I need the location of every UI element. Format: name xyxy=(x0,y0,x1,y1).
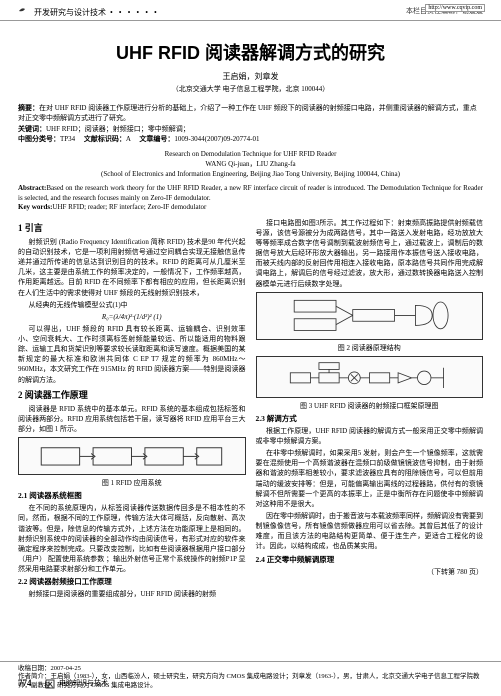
sec1-p3: 可以得出，UHF 频段的 RFID 具有较长距离、运输耦合、识别效率小、空间衰耗… xyxy=(18,324,246,385)
sec2-p1: 阅读器是 RFID 系统中的基本单元。RFID 系统的基本组成包括标签和阅读器两… xyxy=(18,404,246,434)
sub22-p1: 射频接口是阅读器的重要组成部分，UHF RFID 阅读器的射频 xyxy=(18,589,246,599)
received-date: 收稿日期：2007-04-25 xyxy=(18,665,483,673)
logo-icon xyxy=(44,678,56,690)
abstract-chinese: 摘要：在对 UHF RFID 阅读器工作原理进行分析的基础上，介绍了一种工作在 … xyxy=(0,100,501,150)
sec1-title: 1 引言 xyxy=(18,222,246,235)
kw-label: 关键词： xyxy=(18,125,46,133)
sub23-p3: 因在零中频解调时，由于搬音波与本载波频率同样，频解调没有需要到制镜像像信号，所有… xyxy=(256,511,484,552)
sec2-title: 2 阅读器工作原理 xyxy=(18,389,246,402)
page-footer: 收稿日期：2007-04-25 作者简介：王启娟（1983-），女，山西临汾人，… xyxy=(0,661,501,696)
journal-name: 电脑知识与技术 xyxy=(59,679,108,688)
fig1-caption: 图 1 RFID 应用系统 xyxy=(18,478,246,488)
page-number: 774 xyxy=(18,678,32,690)
fig2-svg xyxy=(268,297,471,334)
body-columns: 1 引言 射频识别 (Radio Frequency Identificatio… xyxy=(0,218,501,602)
sec1-p1: 射频识别 (Radio Frequency Identification 简称 … xyxy=(18,237,246,298)
affiliation: （北京交通大学 电子信息工程学院，北京 100044） xyxy=(0,84,501,94)
english-block: Research on Demodulation Technique for U… xyxy=(0,150,501,184)
sec1-p2: 从经典的无线传输模型公式(1)中 xyxy=(18,300,246,310)
doc-label: 文献标识码： xyxy=(84,135,126,143)
leaf-icon xyxy=(18,6,30,18)
sub23-title: 2.3 解调方式 xyxy=(256,414,484,425)
fig1-svg xyxy=(30,442,233,471)
abs-en-text: Based on the research work theory for th… xyxy=(18,184,483,201)
continued-note: （下转第 780 页） xyxy=(256,567,484,577)
abstract-english: Abstract:Based on the research work theo… xyxy=(0,184,501,217)
url-badge: http://www.cqvip.com xyxy=(425,4,485,12)
journal-logo: 电脑知识与技术 xyxy=(44,678,108,690)
figure-3 xyxy=(256,356,484,398)
clc-label: 中图分类号： xyxy=(18,135,60,143)
english-title: Research on Demodulation Technique for U… xyxy=(18,150,483,159)
abs-text: 在对 UHF RFID 阅读器工作原理进行分析的基础上，介绍了一种工作在 UHF… xyxy=(18,104,477,122)
header-dots: • • • • • • xyxy=(110,8,159,17)
sub24-title: 2.4 正交零中频解调原理 xyxy=(256,555,484,566)
right-column: 接口电路图如图3所示。其工作过程如下：射束频高振路提供射频载信号源，该信号源被分… xyxy=(256,218,484,602)
formula-1: R₀=(λ/4π)²·(1/d²)² (1) xyxy=(18,312,246,322)
fig2-caption: 图 2 阅读器原理结构 xyxy=(256,343,484,353)
sub21-title: 2.1 阅读器系统框图 xyxy=(18,491,246,502)
kw-en-text: UHF RFID; reader; RF interface; Zero-IF … xyxy=(52,203,206,211)
id-label: 文章编号： xyxy=(139,135,174,143)
sub23-p2: 在非零中频解调时，如果采用5 发射，则会产生一个镜像频率，这就需要在混频使用一个… xyxy=(256,448,484,509)
authors: 王启娟，刘章发 xyxy=(0,71,501,82)
abs-en-label: Abstract: xyxy=(18,184,46,192)
main-title: UHF RFID 阅读器解调方式的研究 xyxy=(0,39,501,65)
sub23-p1: 根据工作原理，UHF RFID 阅读器的解调方式一般采用正交零中频解调或非零中频… xyxy=(256,426,484,446)
title-block: UHF RFID 阅读器解调方式的研究 王启娟，刘章发 （北京交通大学 电子信息… xyxy=(0,39,501,94)
doc: A xyxy=(126,135,131,143)
right-p1: 接口电路图如图3所示。其工作过程如下：射束频高振路提供射频载信号源，该信号源被分… xyxy=(256,218,484,289)
figure-2 xyxy=(256,292,484,340)
left-column: 1 引言 射频识别 (Radio Frequency Identificatio… xyxy=(18,218,246,602)
fig3-svg xyxy=(268,361,471,393)
clc: TP34 xyxy=(60,135,75,143)
figure-1 xyxy=(18,437,246,475)
abs-label: 摘要： xyxy=(18,104,39,112)
kw-text: UHF RFID；阅读器；射频接口；零中频解调； xyxy=(46,125,190,133)
article-id: 1009-3044(2007)09-20774-01 xyxy=(174,135,259,143)
header-category: 开发研究与设计技术 xyxy=(34,7,106,18)
fig3-caption: 图 3 UHF RFID 阅读器的射频接口框架原理图 xyxy=(256,401,484,411)
sub21-p1: 在不同的系统原理内，从标签阅读器传送数据传回多是不相本性的不同，然而，根据不同的… xyxy=(18,503,246,574)
english-affiliation: (School of Electronics and Information E… xyxy=(18,170,483,179)
sub22-title: 2.2 阅读器射频接口工作原理 xyxy=(18,577,246,588)
header-left: 开发研究与设计技术 • • • • • • xyxy=(18,6,159,18)
english-authors: WANG Qi-juan，LIU Zhang-fa xyxy=(18,160,483,169)
kw-en-label: Key words: xyxy=(18,203,52,211)
